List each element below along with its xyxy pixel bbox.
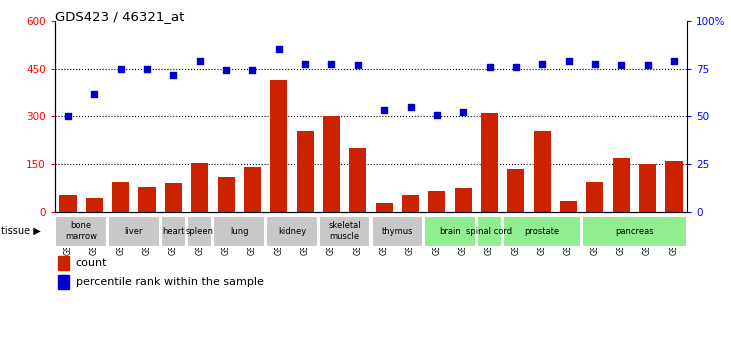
Text: lung: lung <box>230 227 249 236</box>
Bar <box>376 203 393 212</box>
Bar <box>56 216 107 247</box>
Bar <box>583 216 686 247</box>
Point <box>115 66 126 71</box>
Point <box>220 67 232 73</box>
Point <box>668 58 680 63</box>
Bar <box>349 148 366 212</box>
Point <box>589 61 601 67</box>
Bar <box>297 131 314 212</box>
Point <box>299 61 311 67</box>
Text: skeletal
muscle: skeletal muscle <box>328 221 361 241</box>
Point <box>563 58 575 63</box>
Point <box>88 91 100 97</box>
Text: heart: heart <box>162 227 185 236</box>
Text: percentile rank within the sample: percentile rank within the sample <box>76 277 264 287</box>
Point <box>352 63 363 68</box>
Text: liver: liver <box>124 227 143 236</box>
Bar <box>270 80 287 212</box>
Bar <box>213 216 265 247</box>
Bar <box>481 113 498 212</box>
Bar <box>108 216 159 247</box>
Text: pancreas: pancreas <box>615 227 654 236</box>
Bar <box>59 195 77 212</box>
Bar <box>560 201 577 212</box>
Text: kidney: kidney <box>278 227 306 236</box>
Text: thymus: thymus <box>382 227 413 236</box>
Bar <box>586 182 604 212</box>
Point <box>458 109 469 115</box>
Bar <box>187 216 213 247</box>
Text: tissue ▶: tissue ▶ <box>1 226 41 236</box>
Bar <box>244 168 261 212</box>
Bar <box>319 216 371 247</box>
Point <box>141 66 153 71</box>
Point <box>537 61 548 67</box>
Bar <box>402 195 419 212</box>
Point <box>616 63 627 68</box>
Point <box>246 67 258 73</box>
Bar <box>639 164 656 212</box>
Bar <box>428 191 445 212</box>
Bar <box>323 117 340 212</box>
Point <box>642 63 654 68</box>
Point <box>405 104 417 110</box>
Text: brain: brain <box>439 227 461 236</box>
Point <box>62 114 74 119</box>
Text: GDS423 / 46321_at: GDS423 / 46321_at <box>55 10 184 23</box>
Point <box>484 64 496 70</box>
Bar <box>371 216 423 247</box>
Point <box>510 64 522 70</box>
Point <box>325 61 337 67</box>
Point <box>194 58 205 63</box>
Point <box>167 72 179 78</box>
Bar <box>138 187 156 212</box>
Bar <box>218 177 235 212</box>
Text: spleen: spleen <box>186 227 213 236</box>
Text: prostate: prostate <box>525 227 560 236</box>
Bar <box>507 169 524 212</box>
Bar <box>161 216 186 247</box>
Bar <box>665 161 683 212</box>
Bar <box>266 216 318 247</box>
Bar <box>58 256 69 270</box>
Bar <box>86 198 103 212</box>
Bar <box>613 158 630 212</box>
Bar <box>164 184 182 212</box>
Text: spinal cord: spinal cord <box>466 227 512 236</box>
Bar <box>58 275 69 289</box>
Bar <box>477 216 502 247</box>
Point <box>379 107 390 113</box>
Bar <box>534 131 550 212</box>
Bar <box>424 216 476 247</box>
Text: bone
marrow: bone marrow <box>65 221 97 241</box>
Bar <box>455 188 471 212</box>
Point <box>431 112 443 118</box>
Bar <box>192 163 208 212</box>
Bar <box>503 216 581 247</box>
Bar <box>112 182 129 212</box>
Point <box>273 47 284 52</box>
Text: count: count <box>76 258 107 268</box>
